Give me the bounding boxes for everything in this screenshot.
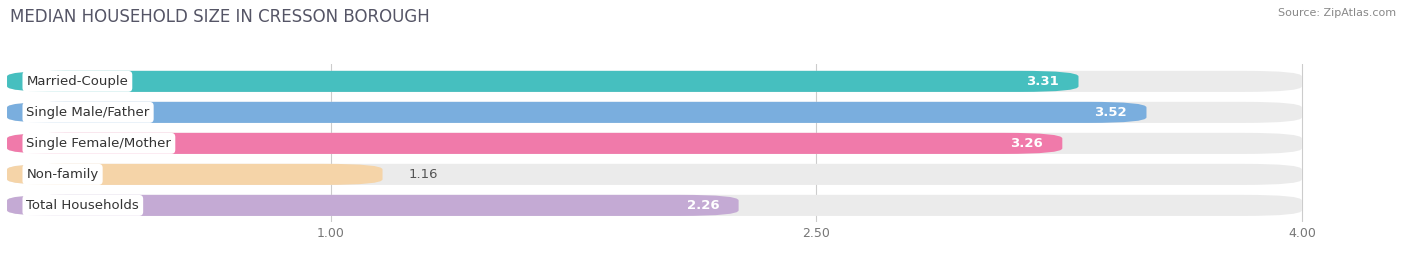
- Text: Married-Couple: Married-Couple: [27, 75, 128, 88]
- FancyBboxPatch shape: [7, 71, 1078, 92]
- FancyBboxPatch shape: [7, 133, 1063, 154]
- FancyBboxPatch shape: [7, 164, 1302, 185]
- Text: Source: ZipAtlas.com: Source: ZipAtlas.com: [1278, 8, 1396, 18]
- Text: 3.26: 3.26: [1010, 137, 1043, 150]
- Text: 1.16: 1.16: [408, 168, 437, 181]
- FancyBboxPatch shape: [7, 71, 1302, 92]
- FancyBboxPatch shape: [7, 195, 1302, 216]
- Text: Single Female/Mother: Single Female/Mother: [27, 137, 172, 150]
- FancyBboxPatch shape: [7, 133, 1302, 154]
- Text: 2.26: 2.26: [686, 199, 720, 212]
- FancyBboxPatch shape: [7, 102, 1302, 123]
- Text: 3.31: 3.31: [1026, 75, 1059, 88]
- Text: MEDIAN HOUSEHOLD SIZE IN CRESSON BOROUGH: MEDIAN HOUSEHOLD SIZE IN CRESSON BOROUGH: [10, 8, 430, 26]
- FancyBboxPatch shape: [7, 195, 738, 216]
- Text: Non-family: Non-family: [27, 168, 98, 181]
- Text: Single Male/Father: Single Male/Father: [27, 106, 149, 119]
- FancyBboxPatch shape: [7, 102, 1146, 123]
- FancyBboxPatch shape: [7, 164, 382, 185]
- Text: Total Households: Total Households: [27, 199, 139, 212]
- Text: 3.52: 3.52: [1094, 106, 1128, 119]
